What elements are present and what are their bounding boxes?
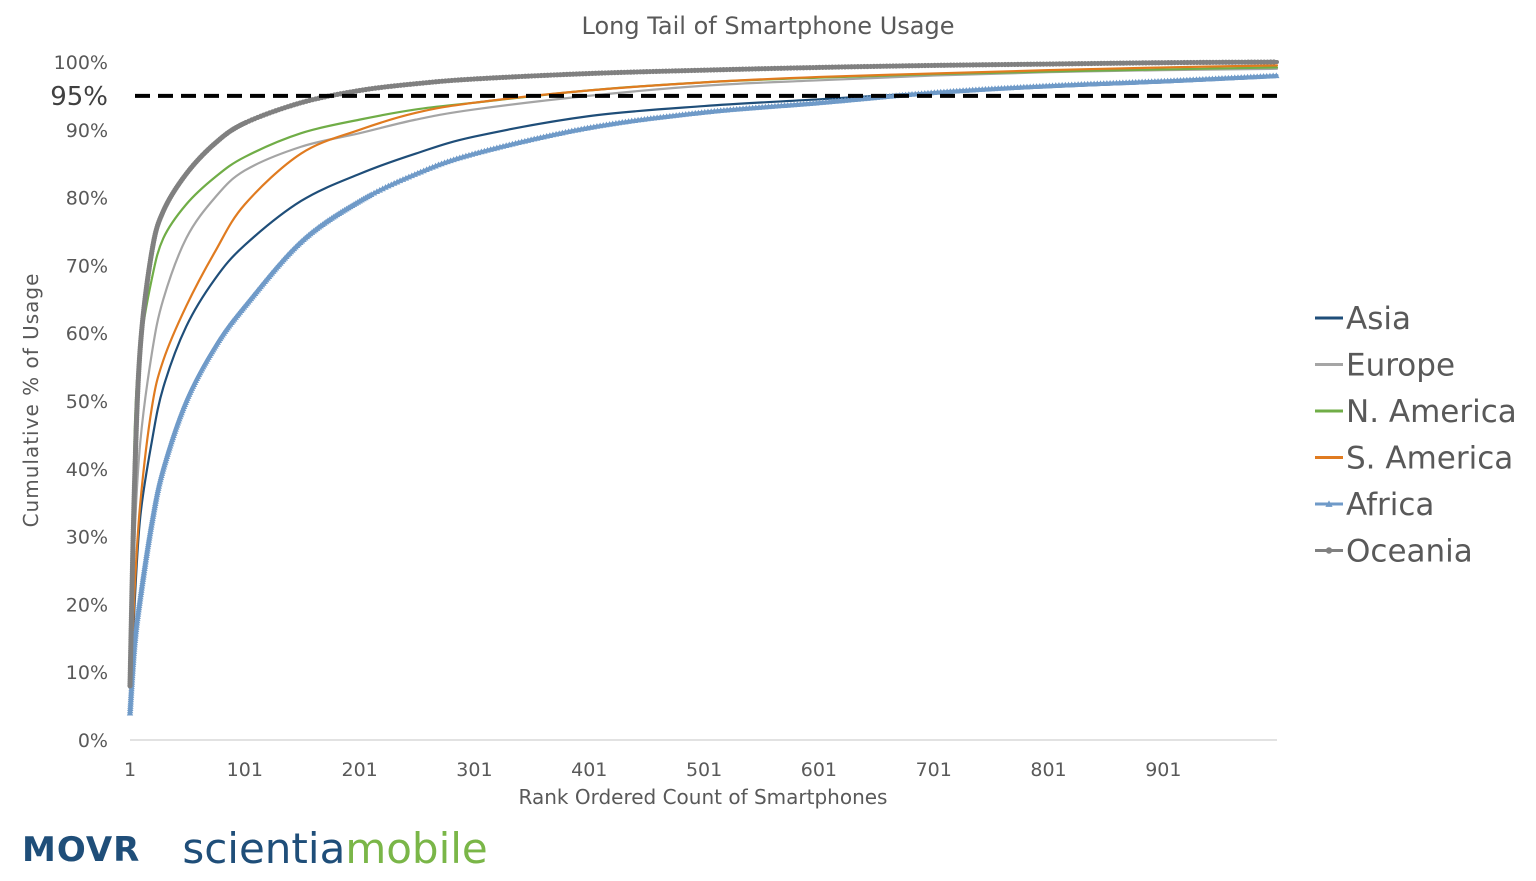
x-tick-label: 101 <box>227 759 263 781</box>
data-point <box>373 188 381 195</box>
y-tick-label: 70% <box>66 255 108 277</box>
legend-label: Africa <box>1346 487 1434 523</box>
legend-item-oceania: Oceania <box>1315 534 1473 570</box>
y-axis-label: Cumulative % of Usage <box>19 273 43 528</box>
series-line-africa <box>128 74 1279 715</box>
scientiamobile-logo-part2: mobile <box>345 824 488 873</box>
x-tick-label: 501 <box>686 759 722 781</box>
legend-item-asia: Asia <box>1315 301 1411 337</box>
series-line-oceania <box>128 60 1279 688</box>
y-tick-label: 40% <box>66 459 108 481</box>
x-tick-label: 701 <box>916 759 952 781</box>
series-s-america <box>128 64 1279 701</box>
series-line-europe <box>128 67 1279 687</box>
scientiamobile-logo-part1: scientia <box>182 824 346 873</box>
chart-title: Long Tail of Smartphone Usage <box>582 12 955 40</box>
legend: Asia Europe N. America S. America Africa Ocea… <box>1315 301 1517 570</box>
data-point <box>1273 72 1280 79</box>
y-tick-label: 90% <box>66 120 108 142</box>
series-asia <box>128 75 1279 708</box>
legend-item-europe: Europe <box>1315 348 1455 384</box>
legend-label: S. America <box>1346 441 1513 477</box>
y-tick-label: 80% <box>66 188 108 210</box>
brand-logos: MOVR scientia mobile <box>22 818 488 873</box>
y-tick-label: 30% <box>66 527 108 549</box>
legend-label: Asia <box>1346 301 1411 337</box>
legend-marker <box>1325 547 1333 554</box>
x-tick-labels: 1 101 201 301 401 501 601 701 801 901 <box>124 759 1182 781</box>
movr-logo: MOVR <box>22 830 141 870</box>
reference-layer: 95% <box>50 82 1283 112</box>
series-line-s-america <box>128 64 1279 701</box>
series-n-america <box>128 66 1279 674</box>
legend-item-s-america: S. America <box>1315 441 1513 477</box>
series-line-asia <box>128 75 1279 708</box>
y-tick-label: 50% <box>66 391 108 413</box>
legend-label: Europe <box>1346 348 1455 384</box>
x-tick-label: 601 <box>801 759 837 781</box>
x-tick-label: 301 <box>456 759 492 781</box>
data-point <box>1271 59 1277 65</box>
series-europe <box>128 67 1279 687</box>
series-line-n-america <box>128 66 1279 674</box>
legend-item-africa: Africa <box>1315 487 1434 523</box>
x-tick-label: 801 <box>1030 759 1066 781</box>
legend-marker <box>1325 500 1333 507</box>
y-tick-label: 20% <box>66 594 108 616</box>
x-tick-label: 1 <box>124 759 136 781</box>
y-tick-label: 100% <box>54 52 108 74</box>
y-tick-labels: 0% 10% 20% 30% 40% 50% 60% 70% 80% 90% 100% <box>54 52 108 752</box>
series-africa <box>126 72 1280 716</box>
legend-item-n-america: N. America <box>1315 394 1517 430</box>
reference-line-label: 95% <box>50 82 108 112</box>
legend-label: Oceania <box>1346 534 1473 570</box>
series-oceania <box>127 59 1279 689</box>
legend-label: N. America <box>1346 394 1517 430</box>
x-tick-label: 401 <box>571 759 607 781</box>
y-tick-label: 60% <box>66 323 108 345</box>
x-tick-label: 201 <box>341 759 377 781</box>
series-layer <box>126 59 1280 716</box>
x-axis-label: Rank Ordered Count of Smartphones <box>519 785 888 809</box>
y-tick-label: 0% <box>78 730 108 752</box>
x-tick-label: 901 <box>1145 759 1181 781</box>
data-point <box>368 191 375 198</box>
y-tick-label: 10% <box>66 662 108 684</box>
data-point <box>370 189 378 196</box>
